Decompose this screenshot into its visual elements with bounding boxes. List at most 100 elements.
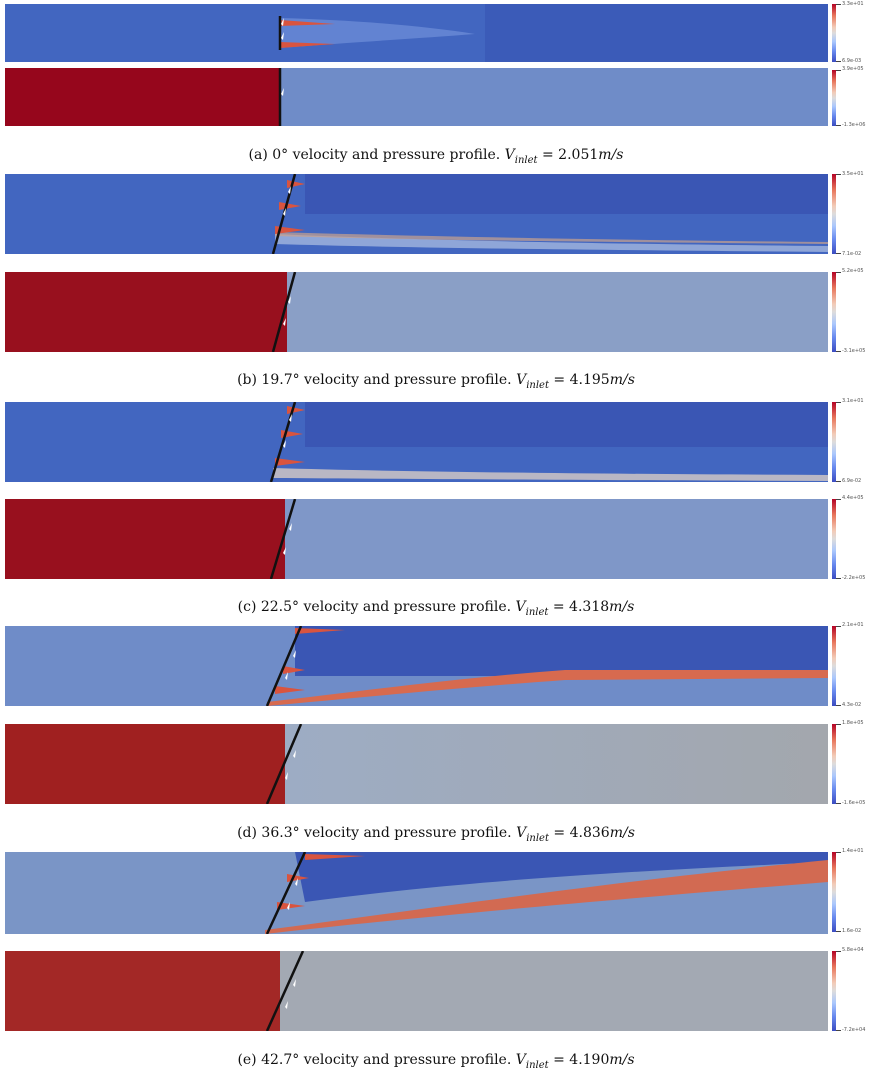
v-subscript: inlet (526, 832, 549, 844)
cbar-tick (836, 578, 841, 579)
v-unit: m/s (609, 825, 635, 841)
cbar-tick (836, 174, 841, 175)
velocity-field-c (5, 402, 828, 482)
velocity-colorbar-min: 1.6e-02 (842, 928, 862, 934)
v-subscript: inlet (514, 154, 538, 166)
cbar-tick (836, 402, 841, 403)
v-value: = 4.836 (548, 825, 610, 841)
pressure-colorbar-min: -1.3e+06 (842, 122, 866, 128)
caption-c: (c) 22.5° velocity and pressure profile.… (0, 599, 872, 618)
caption-text: (e) 42.7° velocity and pressure profile. (237, 1052, 512, 1068)
v-subscript: inlet (525, 1059, 549, 1071)
pressure-colorbar-max: 3.9e+05 (842, 66, 864, 72)
velocity-colorbar-min: 6.9e-03 (842, 58, 862, 64)
caption-text: (d) 36.3° velocity and pressure profile. (237, 825, 512, 841)
cbar-tick (836, 481, 841, 482)
cbar-tick (836, 253, 841, 254)
v-unit: m/s (609, 1052, 635, 1068)
pressure-contour-d (5, 724, 828, 804)
pressure-colorbar-max: 5.8e+04 (842, 947, 864, 953)
v-unit: m/s (609, 372, 635, 388)
cbar-tick (836, 125, 841, 126)
velocity-field-b (5, 174, 828, 254)
pressure-contour-b (5, 272, 828, 352)
pressure-colorbar-min: -1.6e+05 (842, 800, 866, 806)
v-value: = 4.195 (548, 372, 610, 388)
velocity-colorbar-max: 1.4e+01 (842, 848, 864, 854)
cbar-tick (836, 4, 841, 5)
velocity-colorbar-min: 6.9e-02 (842, 478, 862, 484)
velocity-field-e (5, 852, 828, 934)
v-symbol: V (504, 147, 515, 163)
velocity-field-a (5, 4, 828, 62)
velocity-field-d (5, 626, 828, 706)
pressure-field-a (5, 68, 828, 126)
velocity-colorbar-max: 3.5e+01 (842, 171, 864, 177)
caption-e: (e) 42.7° velocity and pressure profile.… (0, 1052, 872, 1071)
pressure-colorbar-c (832, 499, 836, 579)
caption-text: (b) 19.7° velocity and pressure profile. (237, 372, 512, 388)
v-symbol: V (515, 1052, 526, 1068)
pressure-colorbar-min: -7.2e+04 (842, 1027, 866, 1033)
velocity-contour-b (5, 174, 828, 254)
pressure-colorbar-max: 1.8e+05 (842, 720, 864, 726)
cbar-tick (836, 499, 841, 500)
cbar-tick (836, 1030, 841, 1031)
velocity-colorbar-max: 3.1e+01 (842, 398, 864, 404)
velocity-colorbar-max: 2.1e+01 (842, 622, 864, 628)
pressure-colorbar-max: 4.4e+05 (842, 495, 864, 501)
velocity-contour-d (5, 626, 828, 706)
velocity-colorbar-a (832, 4, 836, 62)
pressure-colorbar-e (832, 951, 836, 1031)
pressure-field-c (5, 499, 828, 579)
velocity-colorbar-min: 7.1e-02 (842, 251, 862, 257)
pressure-field-d (5, 724, 828, 804)
v-value: = 4.318 (548, 599, 610, 615)
velocity-colorbar-e (832, 852, 836, 932)
v-subscript: inlet (525, 606, 549, 618)
cbar-tick (836, 70, 841, 71)
cbar-tick (836, 351, 841, 352)
velocity-colorbar-b (832, 174, 836, 254)
v-symbol: V (516, 372, 527, 388)
v-value: = 4.190 (548, 1052, 610, 1068)
velocity-contour-a (5, 4, 828, 62)
v-symbol: V (515, 599, 526, 615)
pressure-colorbar-min: -3.1e+05 (842, 348, 866, 354)
cbar-tick (836, 852, 841, 853)
v-symbol: V (516, 825, 527, 841)
cbar-tick (836, 272, 841, 273)
velocity-colorbar-d (832, 626, 836, 706)
caption-a: (a) 0° velocity and pressure profile. Vi… (0, 147, 872, 166)
v-unit: m/s (598, 147, 624, 163)
velocity-colorbar-min: 4.3e-02 (842, 702, 862, 708)
pressure-contour-e (5, 951, 828, 1031)
cbar-tick (836, 61, 841, 62)
pressure-contour-c (5, 499, 828, 579)
pressure-colorbar-a (832, 70, 836, 126)
v-subscript: inlet (526, 379, 549, 391)
cbar-tick (836, 626, 841, 627)
caption-d: (d) 36.3° velocity and pressure profile.… (0, 825, 872, 844)
velocity-contour-c (5, 402, 828, 482)
caption-b: (b) 19.7° velocity and pressure profile.… (0, 372, 872, 391)
cbar-tick (836, 705, 841, 706)
pressure-field-e (5, 951, 828, 1031)
pressure-colorbar-d (832, 724, 836, 804)
pressure-colorbar-min: -2.2e+05 (842, 575, 866, 581)
pressure-colorbar-max: 5.2e+05 (842, 268, 864, 274)
cbar-tick (836, 951, 841, 952)
cbar-tick (836, 803, 841, 804)
cbar-tick (836, 724, 841, 725)
velocity-contour-e (5, 852, 828, 934)
velocity-colorbar-c (832, 402, 836, 482)
pressure-contour-a (5, 68, 828, 126)
cbar-tick (836, 931, 841, 932)
v-value: = 2.051 (537, 147, 599, 163)
v-unit: m/s (609, 599, 635, 615)
caption-text: (a) 0° velocity and pressure profile. (248, 147, 501, 163)
pressure-field-b (5, 272, 828, 352)
velocity-colorbar-max: 3.3e+01 (842, 1, 864, 7)
caption-text: (c) 22.5° velocity and pressure profile. (237, 599, 512, 615)
pressure-colorbar-b (832, 272, 836, 352)
